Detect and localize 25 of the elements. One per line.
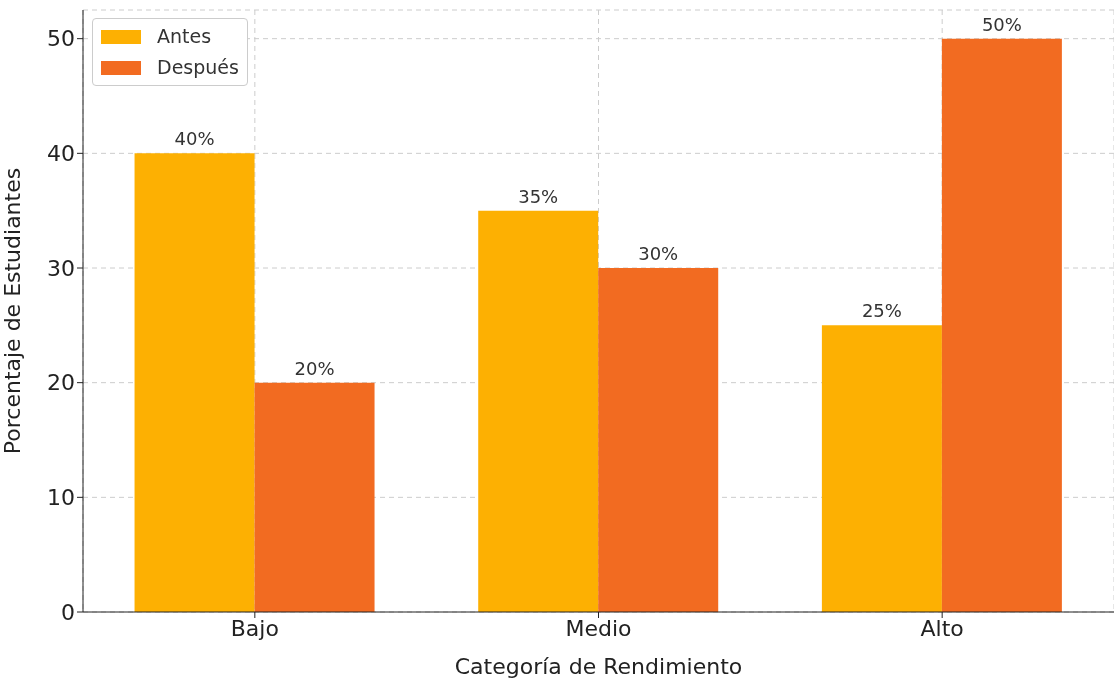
bar bbox=[478, 210, 599, 612]
y-tick-label: 30 bbox=[47, 255, 75, 281]
y-tick-label: 40 bbox=[47, 141, 75, 167]
data-label: 35% bbox=[518, 185, 559, 207]
x-tick-label: Alto bbox=[920, 615, 964, 641]
data-label: 50% bbox=[981, 13, 1022, 35]
bar bbox=[134, 153, 255, 612]
x-tick-label: Medio bbox=[565, 615, 632, 641]
y-tick-label: 10 bbox=[47, 485, 75, 511]
bar bbox=[254, 382, 375, 612]
x-tick-label: Bajo bbox=[230, 615, 279, 641]
legend-label: Después bbox=[157, 55, 239, 80]
y-tick-label: 0 bbox=[61, 599, 75, 625]
bar bbox=[598, 268, 719, 612]
y-tick-label: 50 bbox=[47, 26, 75, 52]
data-label: 40% bbox=[174, 128, 215, 150]
y-axis-title: Porcentaje de Estudiantes bbox=[0, 167, 25, 455]
legend-label: Antes bbox=[157, 24, 212, 49]
data-label: 25% bbox=[861, 300, 902, 322]
data-label: 30% bbox=[638, 243, 679, 264]
data-label: 20% bbox=[294, 357, 335, 379]
bar bbox=[821, 325, 942, 612]
y-tick-label: 20 bbox=[47, 370, 75, 396]
x-axis-title: Categoría de Rendimiento bbox=[454, 654, 743, 679]
bar bbox=[941, 38, 1062, 612]
